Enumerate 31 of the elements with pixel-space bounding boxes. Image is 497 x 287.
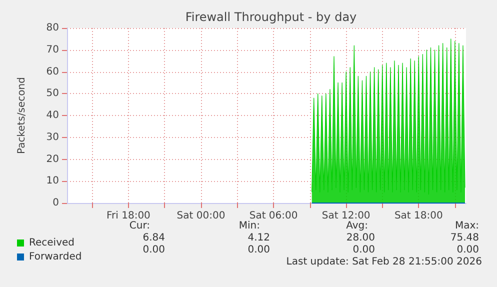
- text: Last update: Sat Feb 28 21:55:00 2026: [286, 256, 482, 268]
- x-tick-label: Sat 00:00: [176, 210, 226, 222]
- y-tick-label: 30: [46, 132, 59, 143]
- text: 4.12: [248, 232, 270, 244]
- text: 0.00: [456, 244, 479, 256]
- y-tick-label: 10: [46, 176, 59, 187]
- legend-label: Received: [29, 238, 74, 248]
- text: 75.48: [450, 232, 479, 244]
- text: Min:: [238, 220, 260, 232]
- text: 6.84: [142, 232, 165, 244]
- y-tick-label: 50: [46, 88, 59, 100]
- y-tick-label: 70: [46, 44, 59, 56]
- text: Cur:: [129, 220, 150, 232]
- legend-label: Forwarded: [29, 252, 82, 262]
- chart-title: Firewall Throughput - by day: [185, 10, 357, 24]
- x-tick-label: Fri 18:00: [106, 210, 150, 222]
- text: 0.00: [352, 244, 375, 256]
- text: 0.00: [142, 244, 165, 256]
- y-tick-label: 40: [46, 110, 59, 121]
- y-tick-label: 0: [52, 198, 59, 208]
- y-tick-label: 20: [46, 154, 59, 165]
- y-tick-label: 60: [46, 66, 59, 78]
- x-tick-label: Sat 18:00: [394, 210, 443, 222]
- text: Avg:: [346, 220, 368, 232]
- x-tick-label: Sat 12:00: [322, 210, 370, 222]
- x-tick-label: Sat 06:00: [249, 210, 298, 222]
- text: Max:: [454, 220, 479, 232]
- text: 28.00: [346, 232, 375, 244]
- y-tick-label: 80: [46, 22, 59, 34]
- text: 0.00: [248, 244, 270, 256]
- y-axis-title: Packets/second: [16, 77, 28, 154]
